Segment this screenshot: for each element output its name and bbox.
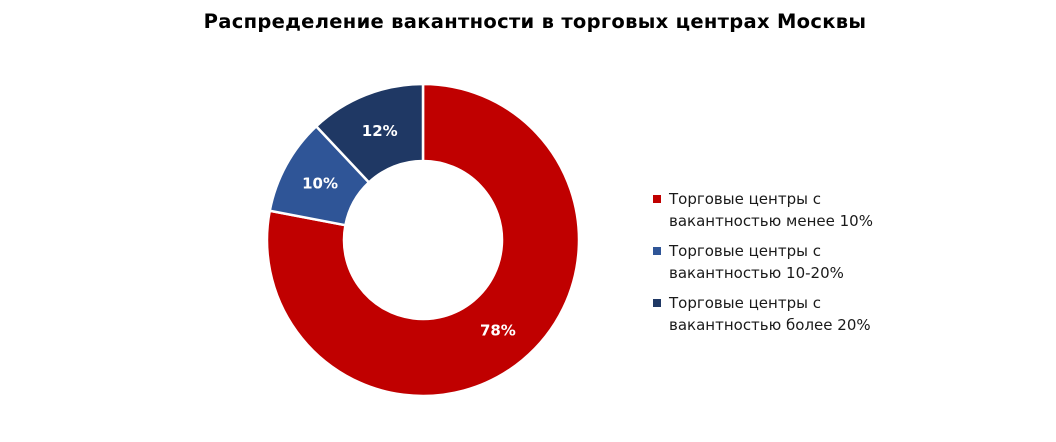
slice-labels: 78% 10% 12% [302, 122, 516, 340]
chart-title: Распределение вакантности в торговых цен… [203, 10, 867, 33]
legend-swatch-under-10 [653, 195, 661, 203]
donut-slices [265, 82, 581, 398]
legend-label-line2: вакантностью менее 10% [669, 212, 873, 230]
legend-label-line1: Торговые центры с [669, 294, 821, 312]
legend-label-line1: Торговые центры с [669, 190, 821, 208]
slice-under-10 [265, 82, 581, 398]
slice-over-20-label: 12% [362, 122, 398, 140]
slice-under-10-label: 78% [480, 322, 516, 340]
legend-swatch-10-20 [653, 247, 661, 255]
slice-over-20 [314, 82, 425, 185]
legend-item-over-20: Торговые центры с вакантностью более 20% [653, 292, 913, 336]
legend-label-line2: вакантностью 10-20% [669, 264, 844, 282]
legend-label-line2: вакантностью более 20% [669, 316, 871, 334]
legend-item-10-20: Торговые центры с вакантностью 10-20% [653, 240, 913, 284]
legend: Торговые центры с вакантностью менее 10%… [653, 188, 913, 344]
legend-item-under-10: Торговые центры с вакантностью менее 10% [653, 188, 913, 232]
legend-swatch-over-20 [653, 299, 661, 307]
legend-label-line1: Торговые центры с [669, 242, 821, 260]
slice-10-20-label: 10% [302, 174, 338, 192]
